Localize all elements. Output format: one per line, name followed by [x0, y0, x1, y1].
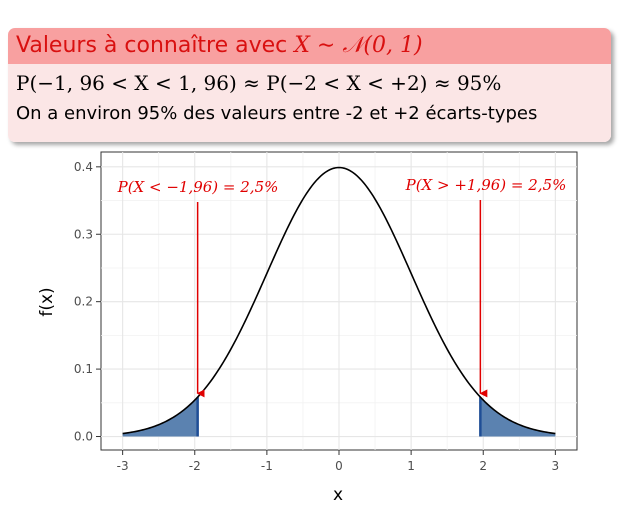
axes: -3 -2 -1 0 1 2 3 0.0 0.1 0.2 0.3 0.4 — [74, 160, 559, 473]
x-tick-label: 1 — [407, 459, 415, 473]
block-title-math: X ∼ 𝒩(0, 1) — [294, 33, 423, 58]
formula-line: P(−1, 96 < X < 1, 96) ≈ P(−2 < X < +2) ≈… — [16, 71, 502, 95]
annotation-right: P(X > +1,96) = 2,5% — [405, 176, 567, 194]
block-title: Valeurs à connaître avec X ∼ 𝒩(0, 1) — [8, 28, 611, 64]
x-tick-label: -3 — [117, 459, 129, 473]
y-tick-label: 0.0 — [74, 430, 93, 444]
x-axis-label: x — [333, 485, 343, 505]
right-tail-area — [480, 397, 556, 437]
annotation-left: P(X < −1,96) = 2,5% — [117, 178, 279, 196]
y-tick-label: 0.1 — [74, 362, 93, 376]
block-body: P(−1, 96 < X < 1, 96) ≈ P(−2 < X < +2) ≈… — [8, 64, 611, 142]
y-tick-label: 0.2 — [74, 295, 93, 309]
x-tick-label: 0 — [335, 459, 343, 473]
x-tick-label: 3 — [552, 459, 560, 473]
theorem-block: Valeurs à connaître avec X ∼ 𝒩(0, 1) P(−… — [8, 28, 611, 142]
annotations: P(X < −1,96) = 2,5% P(X > +1,96) = 2,5% — [117, 176, 567, 398]
x-tick-label: -1 — [261, 459, 273, 473]
x-tick-label: -2 — [189, 459, 201, 473]
y-axis-label: f(x) — [37, 287, 57, 316]
x-tick-label: 2 — [479, 459, 487, 473]
explanation-line: On a environ 95% des valeurs entre -2 et… — [16, 103, 538, 124]
density-curve — [122, 166, 556, 435]
shaded-tails — [122, 397, 556, 437]
y-tick-label: 0.3 — [74, 227, 93, 241]
left-tail-area — [122, 397, 198, 437]
y-tick-label: 0.4 — [74, 160, 93, 174]
block-title-text: Valeurs à connaître avec — [16, 33, 295, 58]
